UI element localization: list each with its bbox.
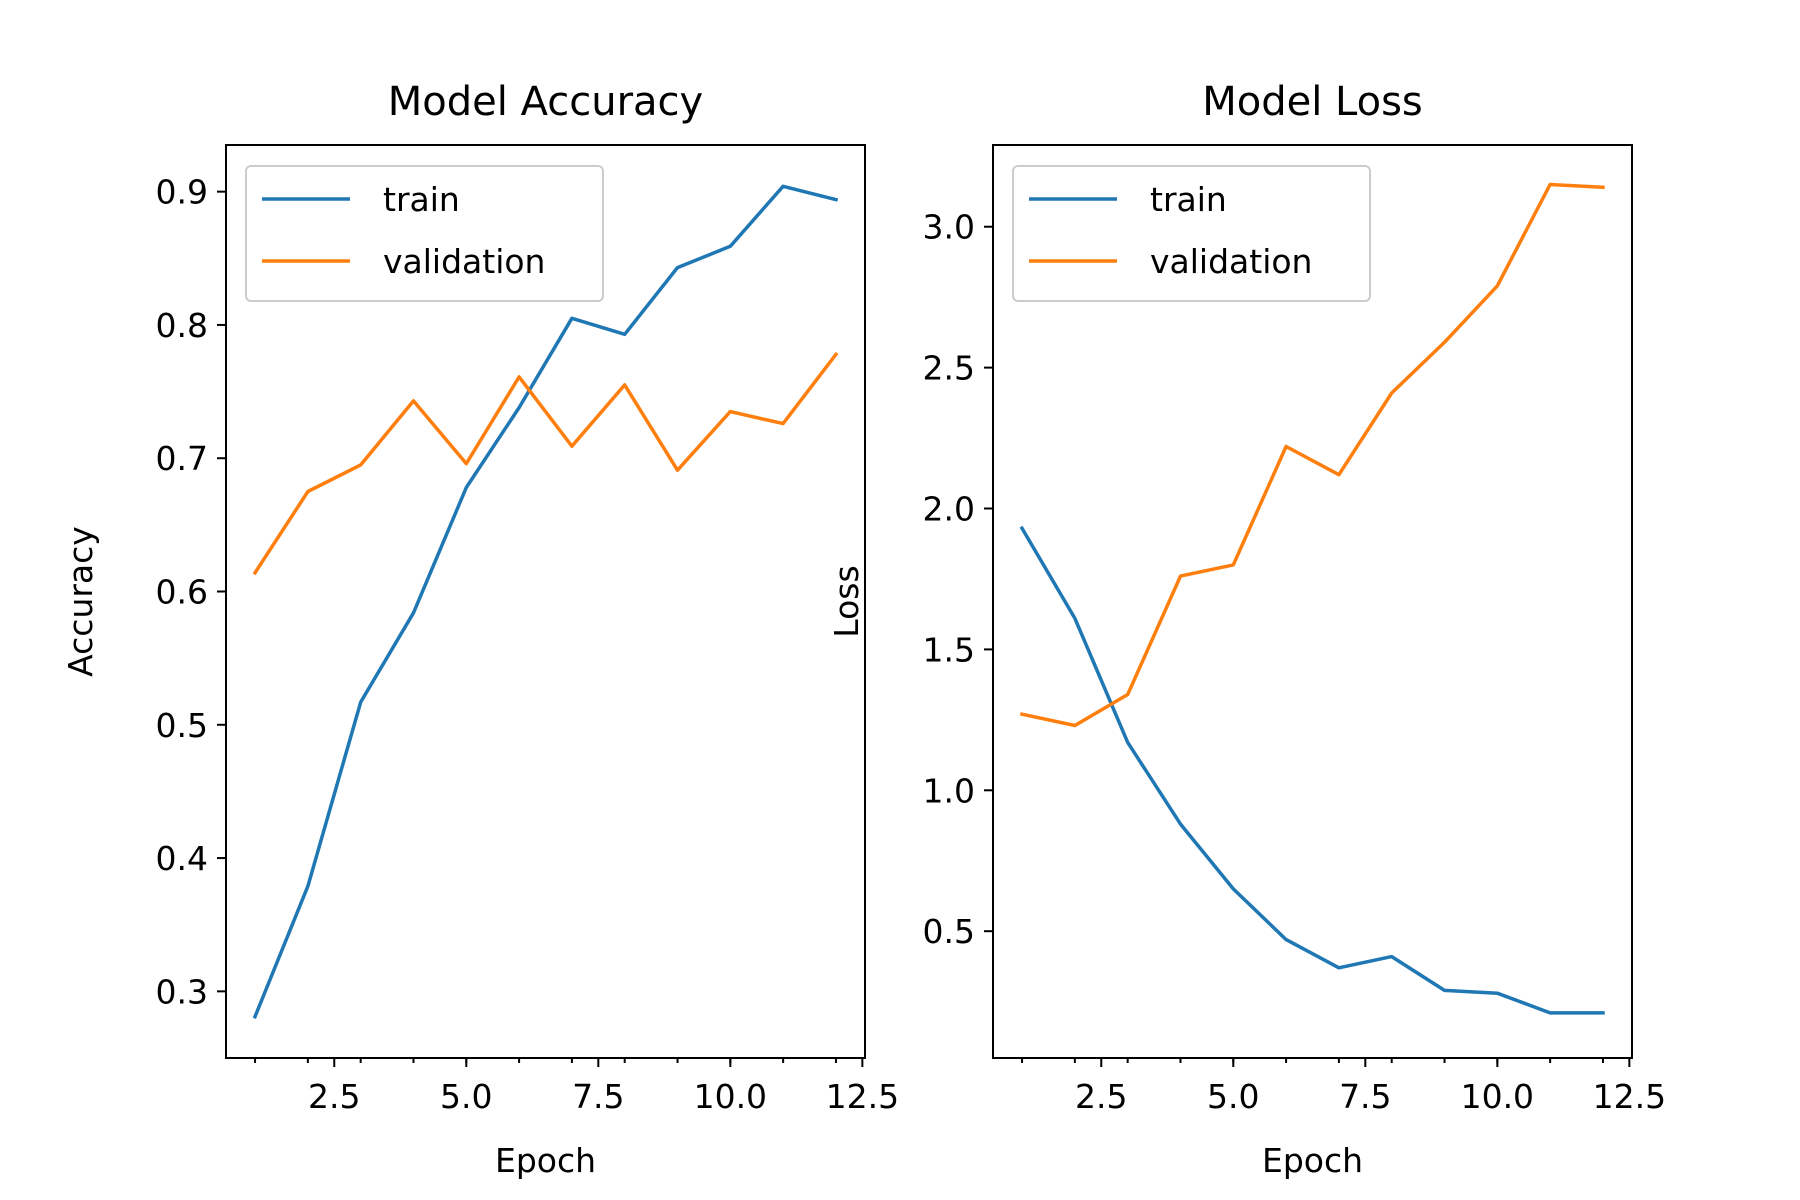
plot-area: 2.5 5.0 7.5 10.0 12.5 0.5 1.0 1.5 2.0 2.5 3.0 [923, 144, 1666, 1116]
x-tick-label: 10.0 [1461, 1077, 1534, 1116]
accuracy-panel: Model Accuracy Epoch Accuracy 2.5 5.0 7.5 1… [61, 79, 899, 1180]
y-tick-label: 0.5 [923, 912, 975, 951]
x-axis-label: Epoch [1262, 1141, 1363, 1180]
y-tick-label: 3.0 [923, 208, 975, 247]
x-tick-label: 5.0 [1207, 1077, 1259, 1116]
series-line-train [1019, 525, 1605, 1015]
plot-area: 2.5 5.0 7.5 10.0 12.5 0.3 0.4 0.5 0.6 0.7 0.8 0.9 [156, 144, 899, 1116]
y-tick-label: 0.4 [156, 839, 208, 878]
chart-title: Model Accuracy [388, 79, 703, 125]
x-tick-label: 12.5 [826, 1077, 899, 1116]
y-tick-label: 2.0 [923, 490, 975, 529]
y-tick-label: 0.9 [156, 173, 208, 212]
y-axis-label: Loss [827, 565, 866, 637]
y-tick-label: 0.3 [156, 972, 208, 1011]
series-line-validation [1019, 182, 1605, 728]
y-tick-label: 1.0 [923, 771, 975, 810]
y-tick-label: 1.5 [923, 630, 975, 669]
y-tick-label: 0.7 [156, 439, 208, 478]
series-line-validation [252, 351, 839, 576]
chart-title: Model Loss [1202, 79, 1423, 125]
legend: train validation [1012, 165, 1371, 302]
legend-label-train: train [1150, 180, 1227, 219]
x-tick-label: 12.5 [1593, 1077, 1666, 1116]
loss-panel: Model Loss Epoch Loss 2.5 5.0 7.5 10.0 12.5 0… [827, 79, 1666, 1180]
series-line-train [252, 184, 839, 1019]
legend: train validation [245, 165, 604, 302]
axes-frame [992, 144, 1633, 1059]
x-tick-label: 2.5 [308, 1077, 360, 1116]
axes-frame [225, 144, 866, 1059]
x-tick-label: 10.0 [694, 1077, 767, 1116]
legend-label-validation: validation [383, 242, 545, 281]
y-tick-label: 0.8 [156, 306, 208, 345]
legend-label-train: train [383, 180, 460, 219]
x-tick-label: 2.5 [1075, 1077, 1127, 1116]
y-tick-label: 0.6 [156, 573, 208, 612]
y-tick-label: 2.5 [923, 349, 975, 388]
y-axis-label: Accuracy [61, 526, 100, 677]
x-axis-label: Epoch [495, 1141, 596, 1180]
legend-label-validation: validation [1150, 242, 1312, 281]
x-tick-label: 5.0 [440, 1077, 492, 1116]
y-tick-label: 0.5 [156, 706, 208, 745]
x-tick-label: 7.5 [1339, 1077, 1391, 1116]
x-tick-label: 7.5 [572, 1077, 624, 1116]
